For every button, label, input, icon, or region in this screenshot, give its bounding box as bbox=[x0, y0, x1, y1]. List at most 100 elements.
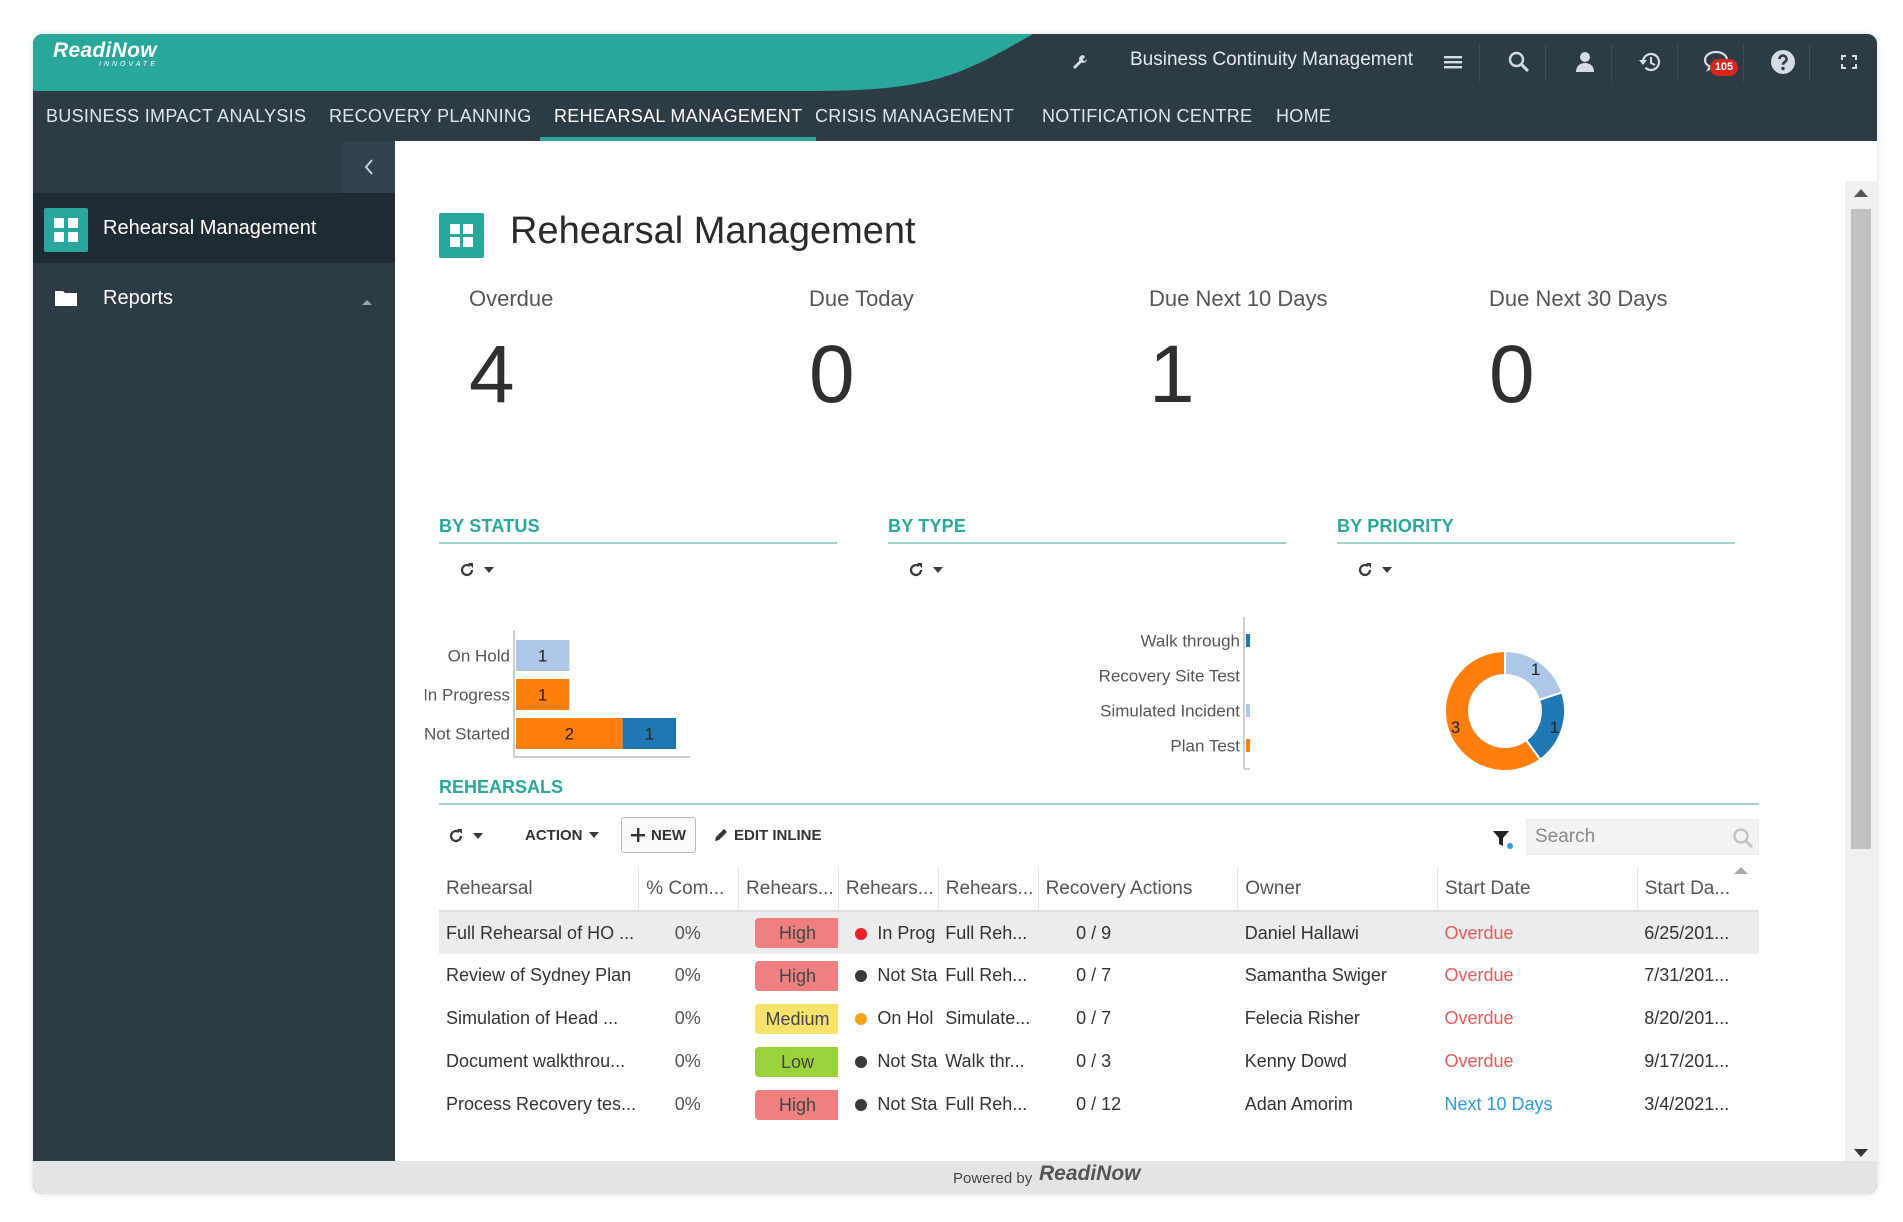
vertical-scrollbar[interactable] bbox=[1845, 181, 1877, 1161]
search-box bbox=[1526, 819, 1759, 855]
donut-slice[interactable] bbox=[1444, 649, 1542, 772]
owner-cell[interactable]: Adan Amorim bbox=[1244, 1094, 1353, 1114]
user-icon[interactable] bbox=[1569, 46, 1601, 78]
nav-crisis-management[interactable]: CRISIS MANAGEMENT bbox=[815, 106, 1015, 126]
grid-header-row: Rehearsal % Com... Rehears... Rehears...… bbox=[439, 867, 1759, 912]
sidebar-item-reports[interactable]: Reports bbox=[33, 263, 395, 333]
bar[interactable] bbox=[516, 718, 623, 749]
column-header[interactable]: % Com... bbox=[638, 867, 740, 912]
bar[interactable] bbox=[1246, 704, 1250, 717]
table-row[interactable]: Full Rehearsal of HO ... 0% High In Prog Ful… bbox=[439, 911, 1759, 954]
priority-badge: Low bbox=[754, 1046, 839, 1077]
category-label: Not Started bbox=[425, 725, 510, 744]
rehearsal-name-cell[interactable]: Full Rehearsal of HO ... bbox=[439, 911, 639, 954]
by-priority-chart[interactable]: 1 1 3 bbox=[1405, 601, 1605, 801]
table-row[interactable]: Document walkthrou... 0% Low Not Sta Walk th… bbox=[439, 1040, 1759, 1083]
nav-recovery-planning[interactable]: RECOVERY PLANNING bbox=[329, 106, 532, 126]
app-window: ReadiNow INNOVATE Business Continuity Ma… bbox=[33, 34, 1877, 1194]
scroll-down-arrow-icon[interactable] bbox=[1854, 1149, 1868, 1157]
refresh-menu-button[interactable] bbox=[447, 825, 491, 847]
status-cell: In Prog bbox=[838, 911, 939, 954]
owner-cell[interactable]: Felecia Risher bbox=[1244, 1008, 1360, 1028]
filter-icon bbox=[1493, 831, 1513, 849]
fullscreen-icon[interactable] bbox=[1833, 46, 1865, 78]
chevron-down-icon bbox=[473, 833, 483, 839]
hamburger-menu-icon[interactable] bbox=[1437, 46, 1469, 78]
bar[interactable] bbox=[1246, 634, 1250, 647]
bar[interactable] bbox=[1246, 739, 1250, 752]
caret-up-icon[interactable] bbox=[361, 293, 373, 311]
bar[interactable] bbox=[516, 679, 570, 710]
wrench-icon[interactable] bbox=[1064, 46, 1096, 78]
column-header[interactable]: Rehears... bbox=[938, 867, 1039, 912]
rehearsal-name-cell[interactable]: Simulation of Head ... bbox=[446, 1008, 619, 1028]
stat-overdue[interactable]: Overdue 4 bbox=[469, 286, 769, 416]
nav-rehearsal-management[interactable]: REHEARSAL MANAGEMENT bbox=[539, 91, 817, 141]
nav-business-impact-analysis[interactable]: BUSINESS IMPACT ANALYSIS bbox=[46, 106, 307, 126]
bar[interactable] bbox=[622, 718, 676, 749]
new-button[interactable]: NEW bbox=[621, 817, 696, 853]
percent-complete-cell: 0% bbox=[674, 965, 701, 985]
column-header[interactable]: Owner bbox=[1237, 867, 1438, 912]
column-header[interactable]: Rehears... bbox=[838, 867, 939, 912]
priority-badge: Medium bbox=[754, 1003, 839, 1034]
by-type-chart[interactable]: Walk through1Recovery Site TestSimulated… bbox=[870, 601, 1250, 771]
history-icon[interactable] bbox=[1635, 46, 1667, 78]
sidebar-item-rehearsal-management[interactable]: Rehearsal Management bbox=[33, 193, 395, 263]
stat-due-next-10-days[interactable]: Due Next 10 Days 1 bbox=[1149, 286, 1449, 416]
priority-badge: High bbox=[754, 918, 839, 948]
owner-cell[interactable]: Samantha Swiger bbox=[1244, 965, 1387, 985]
collapse-sidebar-button[interactable] bbox=[343, 141, 395, 193]
search-icon[interactable] bbox=[1503, 46, 1535, 78]
start-date-cell: 9/17/201... bbox=[1644, 1051, 1730, 1071]
percent-complete-cell: 0% bbox=[638, 911, 739, 954]
nav-notification-centre[interactable]: NOTIFICATION CENTRE bbox=[1042, 106, 1253, 126]
scroll-up-arrow-icon[interactable] bbox=[1854, 189, 1868, 197]
sidebar-item-label: Rehearsal Management bbox=[103, 217, 317, 239]
column-header[interactable]: Start Da... bbox=[1637, 867, 1759, 912]
stat-due-next-30-days[interactable]: Due Next 30 Days 0 bbox=[1489, 286, 1789, 416]
column-header[interactable]: Recovery Actions bbox=[1038, 867, 1239, 912]
refresh-menu-button[interactable] bbox=[458, 559, 502, 581]
divider bbox=[1743, 44, 1744, 82]
notification-count-badge[interactable]: 105 bbox=[1710, 59, 1738, 76]
priority-cell: Medium bbox=[739, 997, 839, 1040]
filter-button[interactable] bbox=[1492, 821, 1514, 857]
help-icon[interactable] bbox=[1767, 46, 1799, 78]
search-icon[interactable] bbox=[1732, 827, 1754, 849]
column-header[interactable]: Rehearsal bbox=[439, 867, 640, 912]
scrollbar-thumb[interactable] bbox=[1851, 209, 1871, 849]
rehearsals-grid: Rehearsal % Com... Rehears... Rehears...… bbox=[439, 867, 1759, 1126]
edit-inline-button[interactable]: EDIT INLINE bbox=[714, 817, 822, 853]
slice-value-label: 3 bbox=[1451, 718, 1460, 737]
table-row[interactable]: Process Recovery tes... 0% High Not Sta Full… bbox=[439, 1083, 1759, 1126]
owner-cell[interactable]: Daniel Hallawi bbox=[1237, 911, 1438, 954]
recovery-actions-cell: 0 / 7 bbox=[1076, 1008, 1112, 1028]
status-text: On Hol bbox=[877, 1008, 934, 1028]
new-label: NEW bbox=[651, 826, 686, 844]
rehearsal-name-cell[interactable]: Review of Sydney Plan bbox=[446, 965, 632, 985]
section-rehearsals: REHEARSALS bbox=[439, 777, 1759, 805]
search-input[interactable] bbox=[1535, 820, 1725, 854]
start-date-cell: 3/4/2021... bbox=[1644, 1094, 1730, 1114]
app-name[interactable]: Business Continuity Management bbox=[1130, 49, 1414, 70]
rehearsal-name-cell[interactable]: Document walkthrou... bbox=[446, 1051, 626, 1071]
action-menu-button[interactable]: ACTION bbox=[525, 817, 599, 853]
rehearsal-name-cell[interactable]: Process Recovery tes... bbox=[446, 1094, 637, 1114]
by-status-chart[interactable]: On Hold 1 In Progress 1 Not Started 2 1 bbox=[425, 601, 755, 771]
readinow-logo[interactable]: ReadiNow INNOVATE bbox=[53, 39, 173, 79]
status-cell: Not Sta bbox=[838, 1083, 938, 1126]
status-cell: Not Sta bbox=[838, 954, 938, 997]
refresh-icon bbox=[460, 563, 474, 577]
owner-cell[interactable]: Kenny Dowd bbox=[1244, 1051, 1347, 1071]
column-header[interactable]: Rehears... bbox=[738, 867, 839, 912]
bar[interactable] bbox=[516, 640, 570, 671]
refresh-menu-button[interactable] bbox=[907, 559, 951, 581]
stat-due-today[interactable]: Due Today 0 bbox=[809, 286, 1109, 416]
table-row[interactable]: Simulation of Head ... 0% Medium On Hol Simu… bbox=[439, 997, 1759, 1040]
nav-home[interactable]: HOME bbox=[1276, 106, 1332, 126]
refresh-menu-button[interactable] bbox=[1356, 559, 1400, 581]
column-header[interactable]: Start Date bbox=[1437, 867, 1638, 912]
table-row[interactable]: Review of Sydney Plan 0% High Not Sta Full R… bbox=[439, 954, 1759, 997]
type-cell: Full Reh... bbox=[945, 965, 1028, 985]
